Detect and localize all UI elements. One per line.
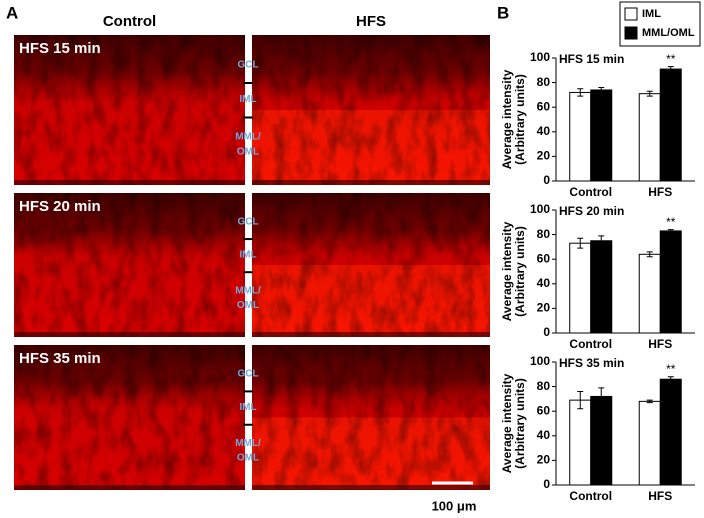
bar	[638, 253, 661, 334]
micrograph-texture	[14, 35, 245, 185]
y-tick-label: 60	[537, 251, 551, 265]
y-axis-label: (Arbitrary units)	[513, 378, 527, 469]
significance: **	[666, 215, 676, 229]
y-axis-label: (Arbitrary units)	[513, 74, 527, 165]
micrograph-edge	[14, 332, 245, 337]
layer-label: OML	[237, 147, 259, 158]
micrograph-texture	[252, 193, 490, 337]
error-bar	[667, 66, 674, 73]
row-label: HFS 15 min	[19, 40, 101, 57]
bar	[638, 400, 661, 486]
error-bar	[667, 376, 674, 383]
error-bar	[598, 387, 605, 406]
micrograph-edge	[252, 485, 490, 490]
layer-label: OML	[237, 300, 259, 311]
legend-swatch	[624, 7, 638, 21]
y-tick-label: 0	[543, 477, 550, 491]
panel-label: A	[6, 3, 18, 22]
layer-label: MML/	[235, 438, 261, 449]
error-bar	[577, 237, 584, 249]
scale-bar-label: 100 μm	[432, 498, 477, 513]
y-tick-label: 80	[537, 227, 551, 241]
bar	[590, 240, 613, 334]
y-tick-label: 40	[537, 124, 551, 138]
y-tick-label: 100	[530, 354, 550, 368]
layer-label: GCL	[237, 60, 258, 71]
micrograph-edge	[14, 485, 245, 490]
row-label: HFS 20 min	[19, 198, 101, 215]
layer-label: MML/	[235, 286, 261, 297]
column-header: Control	[103, 13, 156, 30]
panel-label: B	[497, 3, 509, 22]
legend-swatch	[624, 26, 638, 40]
bar	[590, 89, 613, 182]
y-tick-label: 20	[537, 453, 551, 467]
bar	[569, 399, 592, 486]
chart-title: HFS 35 min	[559, 356, 624, 370]
bar	[569, 242, 592, 334]
chart-title: HFS 20 min	[559, 204, 624, 218]
x-tick-label: Control	[569, 185, 612, 199]
x-tick-label: Control	[569, 489, 612, 503]
y-tick-label: 60	[537, 99, 551, 113]
error-bar	[598, 235, 605, 247]
micrograph-texture	[14, 193, 245, 337]
x-tick-label: Control	[569, 337, 612, 351]
x-tick-label: HFS	[648, 489, 672, 503]
legend-label: IML	[642, 8, 661, 20]
bar	[590, 395, 613, 486]
layer-label: MML/	[235, 132, 261, 143]
bar	[659, 68, 682, 182]
y-tick-label: 100	[530, 202, 550, 216]
y-tick-label: 80	[537, 75, 551, 89]
y-tick-label: 40	[537, 276, 551, 290]
micrograph-edge	[252, 332, 490, 337]
x-tick-label: HFS	[648, 185, 672, 199]
layer-label: IML	[239, 402, 256, 413]
bar	[638, 93, 661, 182]
y-tick-label: 0	[543, 325, 550, 339]
layer-label: GCL	[237, 216, 258, 227]
column-header: HFS	[356, 13, 386, 30]
error-bar	[646, 251, 653, 258]
layer-label: IML	[239, 250, 256, 261]
y-axis-label: Average intensity	[500, 221, 514, 321]
bar	[569, 91, 592, 182]
error-bar	[646, 399, 653, 404]
error-bar	[577, 88, 584, 97]
y-tick-label: 20	[537, 149, 551, 163]
y-axis-label: Average intensity	[500, 373, 514, 473]
bar	[659, 378, 682, 486]
y-tick-label: 20	[537, 301, 551, 315]
y-axis-label: (Arbitrary units)	[513, 226, 527, 317]
y-tick-label: 40	[537, 428, 551, 442]
layer-label: GCL	[237, 369, 258, 380]
bar	[659, 230, 682, 334]
error-bar	[667, 229, 674, 233]
y-tick-label: 60	[537, 403, 551, 417]
error-bar	[577, 391, 584, 410]
legend-label: MML/OML	[642, 27, 695, 39]
micrograph-edge	[14, 180, 245, 185]
y-tick-label: 0	[543, 173, 550, 187]
layer-label: IML	[239, 94, 256, 105]
micrograph-texture	[14, 345, 245, 490]
y-tick-label: 80	[537, 379, 551, 393]
row-label: HFS 35 min	[19, 350, 101, 367]
chart-title: HFS 15 min	[559, 52, 624, 66]
significance: **	[666, 52, 676, 66]
significance: **	[666, 362, 676, 376]
error-bar	[646, 90, 653, 97]
error-bar	[598, 87, 605, 93]
y-axis-label: Average intensity	[500, 69, 514, 169]
micrograph-texture	[252, 35, 490, 185]
layer-label: OML	[237, 453, 259, 464]
x-tick-label: HFS	[648, 337, 672, 351]
micrograph-edge	[252, 180, 490, 185]
micrograph-texture	[252, 345, 490, 490]
y-tick-label: 100	[530, 50, 550, 64]
